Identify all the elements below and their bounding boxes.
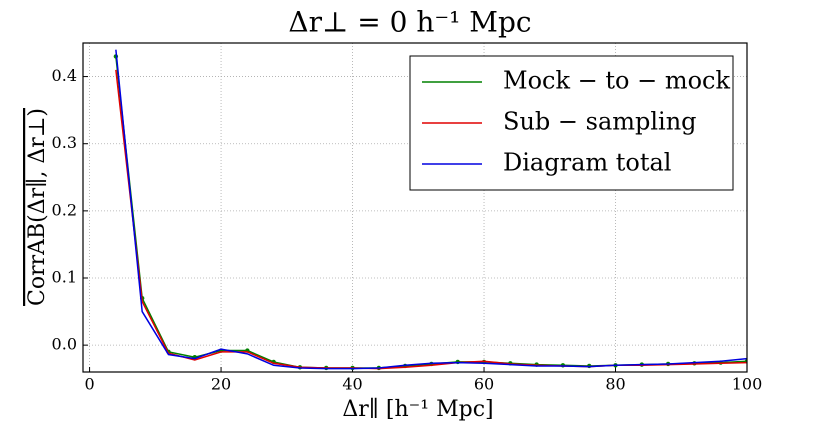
plot-frame: [82, 42, 748, 373]
legend-label: Diagram total: [503, 149, 671, 177]
x-tick-label: 80: [605, 375, 625, 394]
plot-area: [113, 49, 747, 371]
x-tick-label: 100: [732, 375, 763, 394]
legend-label: Sub − sampling: [503, 108, 697, 136]
x-tick-label: 20: [211, 375, 231, 394]
chart-title: Δr⊥ = 0 h⁻¹ Mpc: [288, 6, 531, 39]
series-line: [115, 49, 747, 370]
y-tick-label: 0.0: [52, 335, 77, 354]
x-tick-label: 60: [474, 375, 494, 394]
y-tick-label: 0.1: [52, 268, 77, 287]
x-tick-label: 40: [342, 375, 362, 394]
y-tick-label: 0.4: [52, 66, 77, 85]
legend-label: Mock − to − mock: [503, 67, 730, 95]
x-axis-label: Δr∥ [h⁻¹ Mpc]: [342, 397, 493, 422]
y-tick-label: 0.2: [52, 200, 77, 219]
x-tick-label: 0: [84, 375, 94, 394]
y-tick-label: 0.3: [52, 133, 77, 152]
y-axis-label: CorrAB(Δr∥, Δr⊥): [25, 108, 50, 306]
